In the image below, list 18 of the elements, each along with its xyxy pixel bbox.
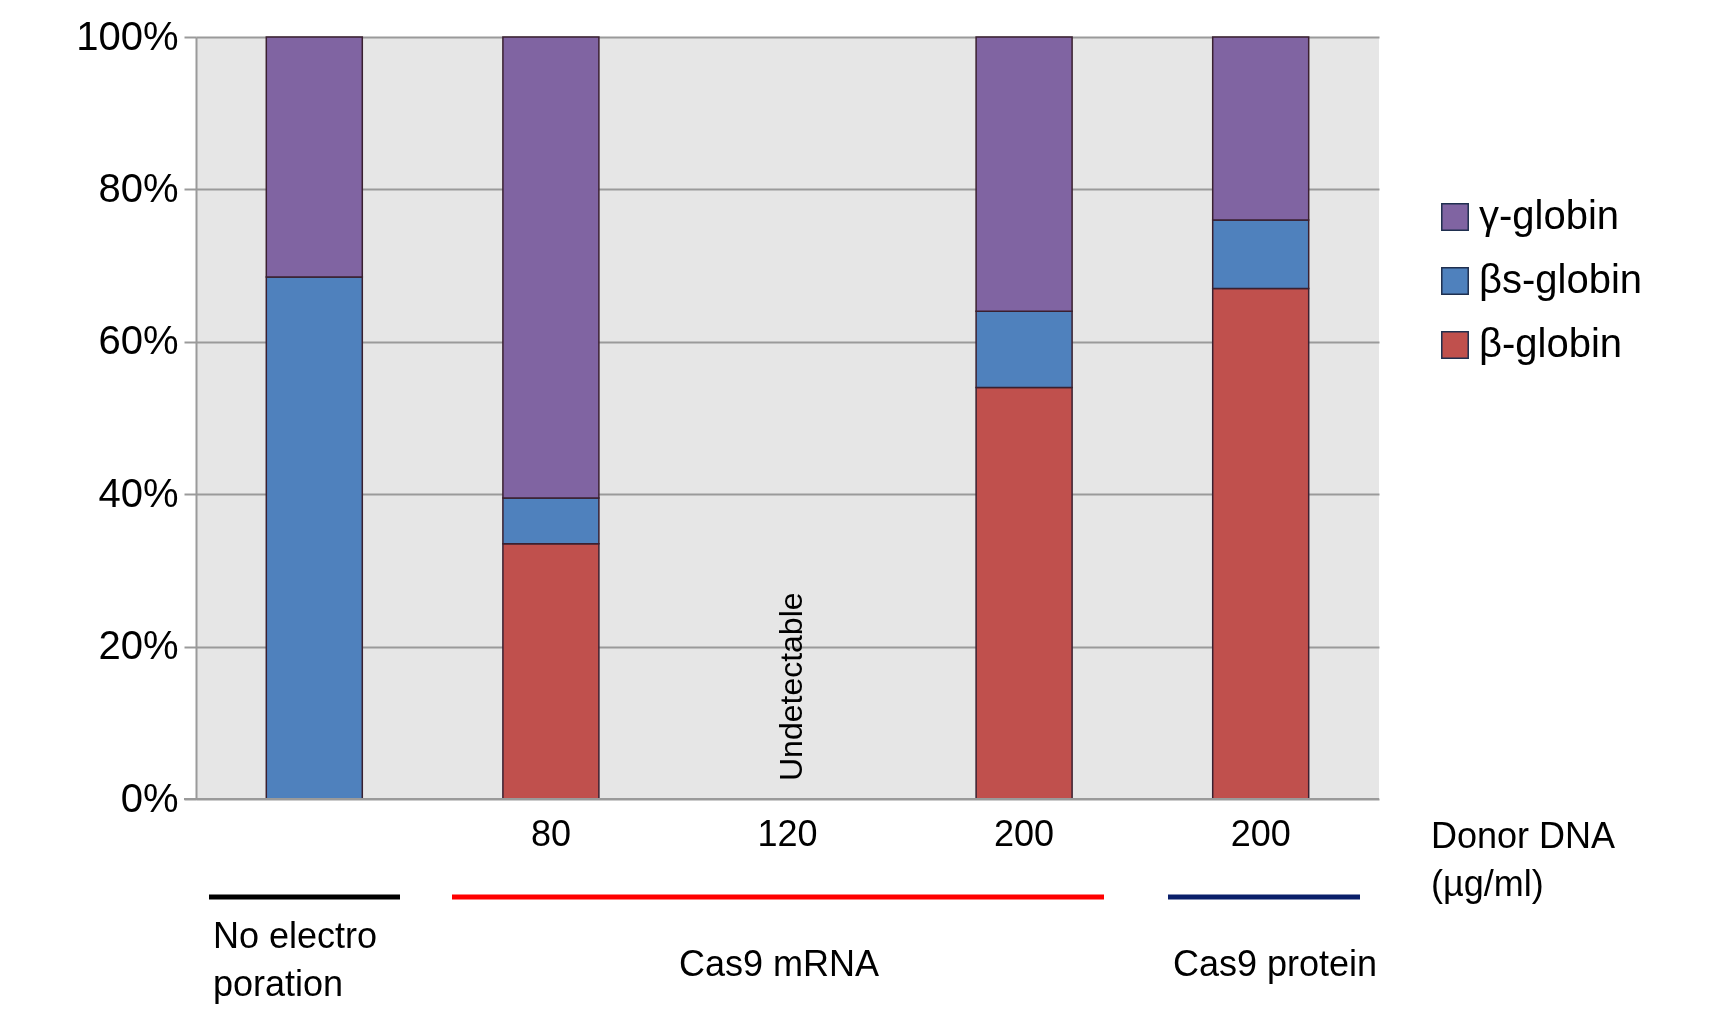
x-axis-title: Donor DNA (µg/ml) <box>1431 815 1616 904</box>
x-tick-label: 80 <box>530 812 571 854</box>
x-tick-label: 120 <box>757 812 818 854</box>
legend-label: βs-globin <box>1479 257 1643 301</box>
y-tick-label: 0% <box>120 775 179 820</box>
y-tick-label: 20% <box>98 623 179 668</box>
text: No electro poration <box>213 915 378 1004</box>
legend-label: γ-globin <box>1479 193 1620 237</box>
legend-label: β-globin <box>1479 321 1623 365</box>
x-tick-label: 200 <box>994 812 1055 854</box>
x-tick-label: 200 <box>1230 812 1291 854</box>
y-tick-label: 100% <box>76 13 179 58</box>
y-tick-label: 80% <box>98 165 179 210</box>
text: Cas9 mRNA <box>678 943 880 984</box>
y-tick-label: 40% <box>98 470 179 515</box>
annotation: Undetectable <box>772 592 809 781</box>
y-tick-label: 60% <box>98 318 179 363</box>
text: Cas9 protein <box>1172 943 1378 984</box>
